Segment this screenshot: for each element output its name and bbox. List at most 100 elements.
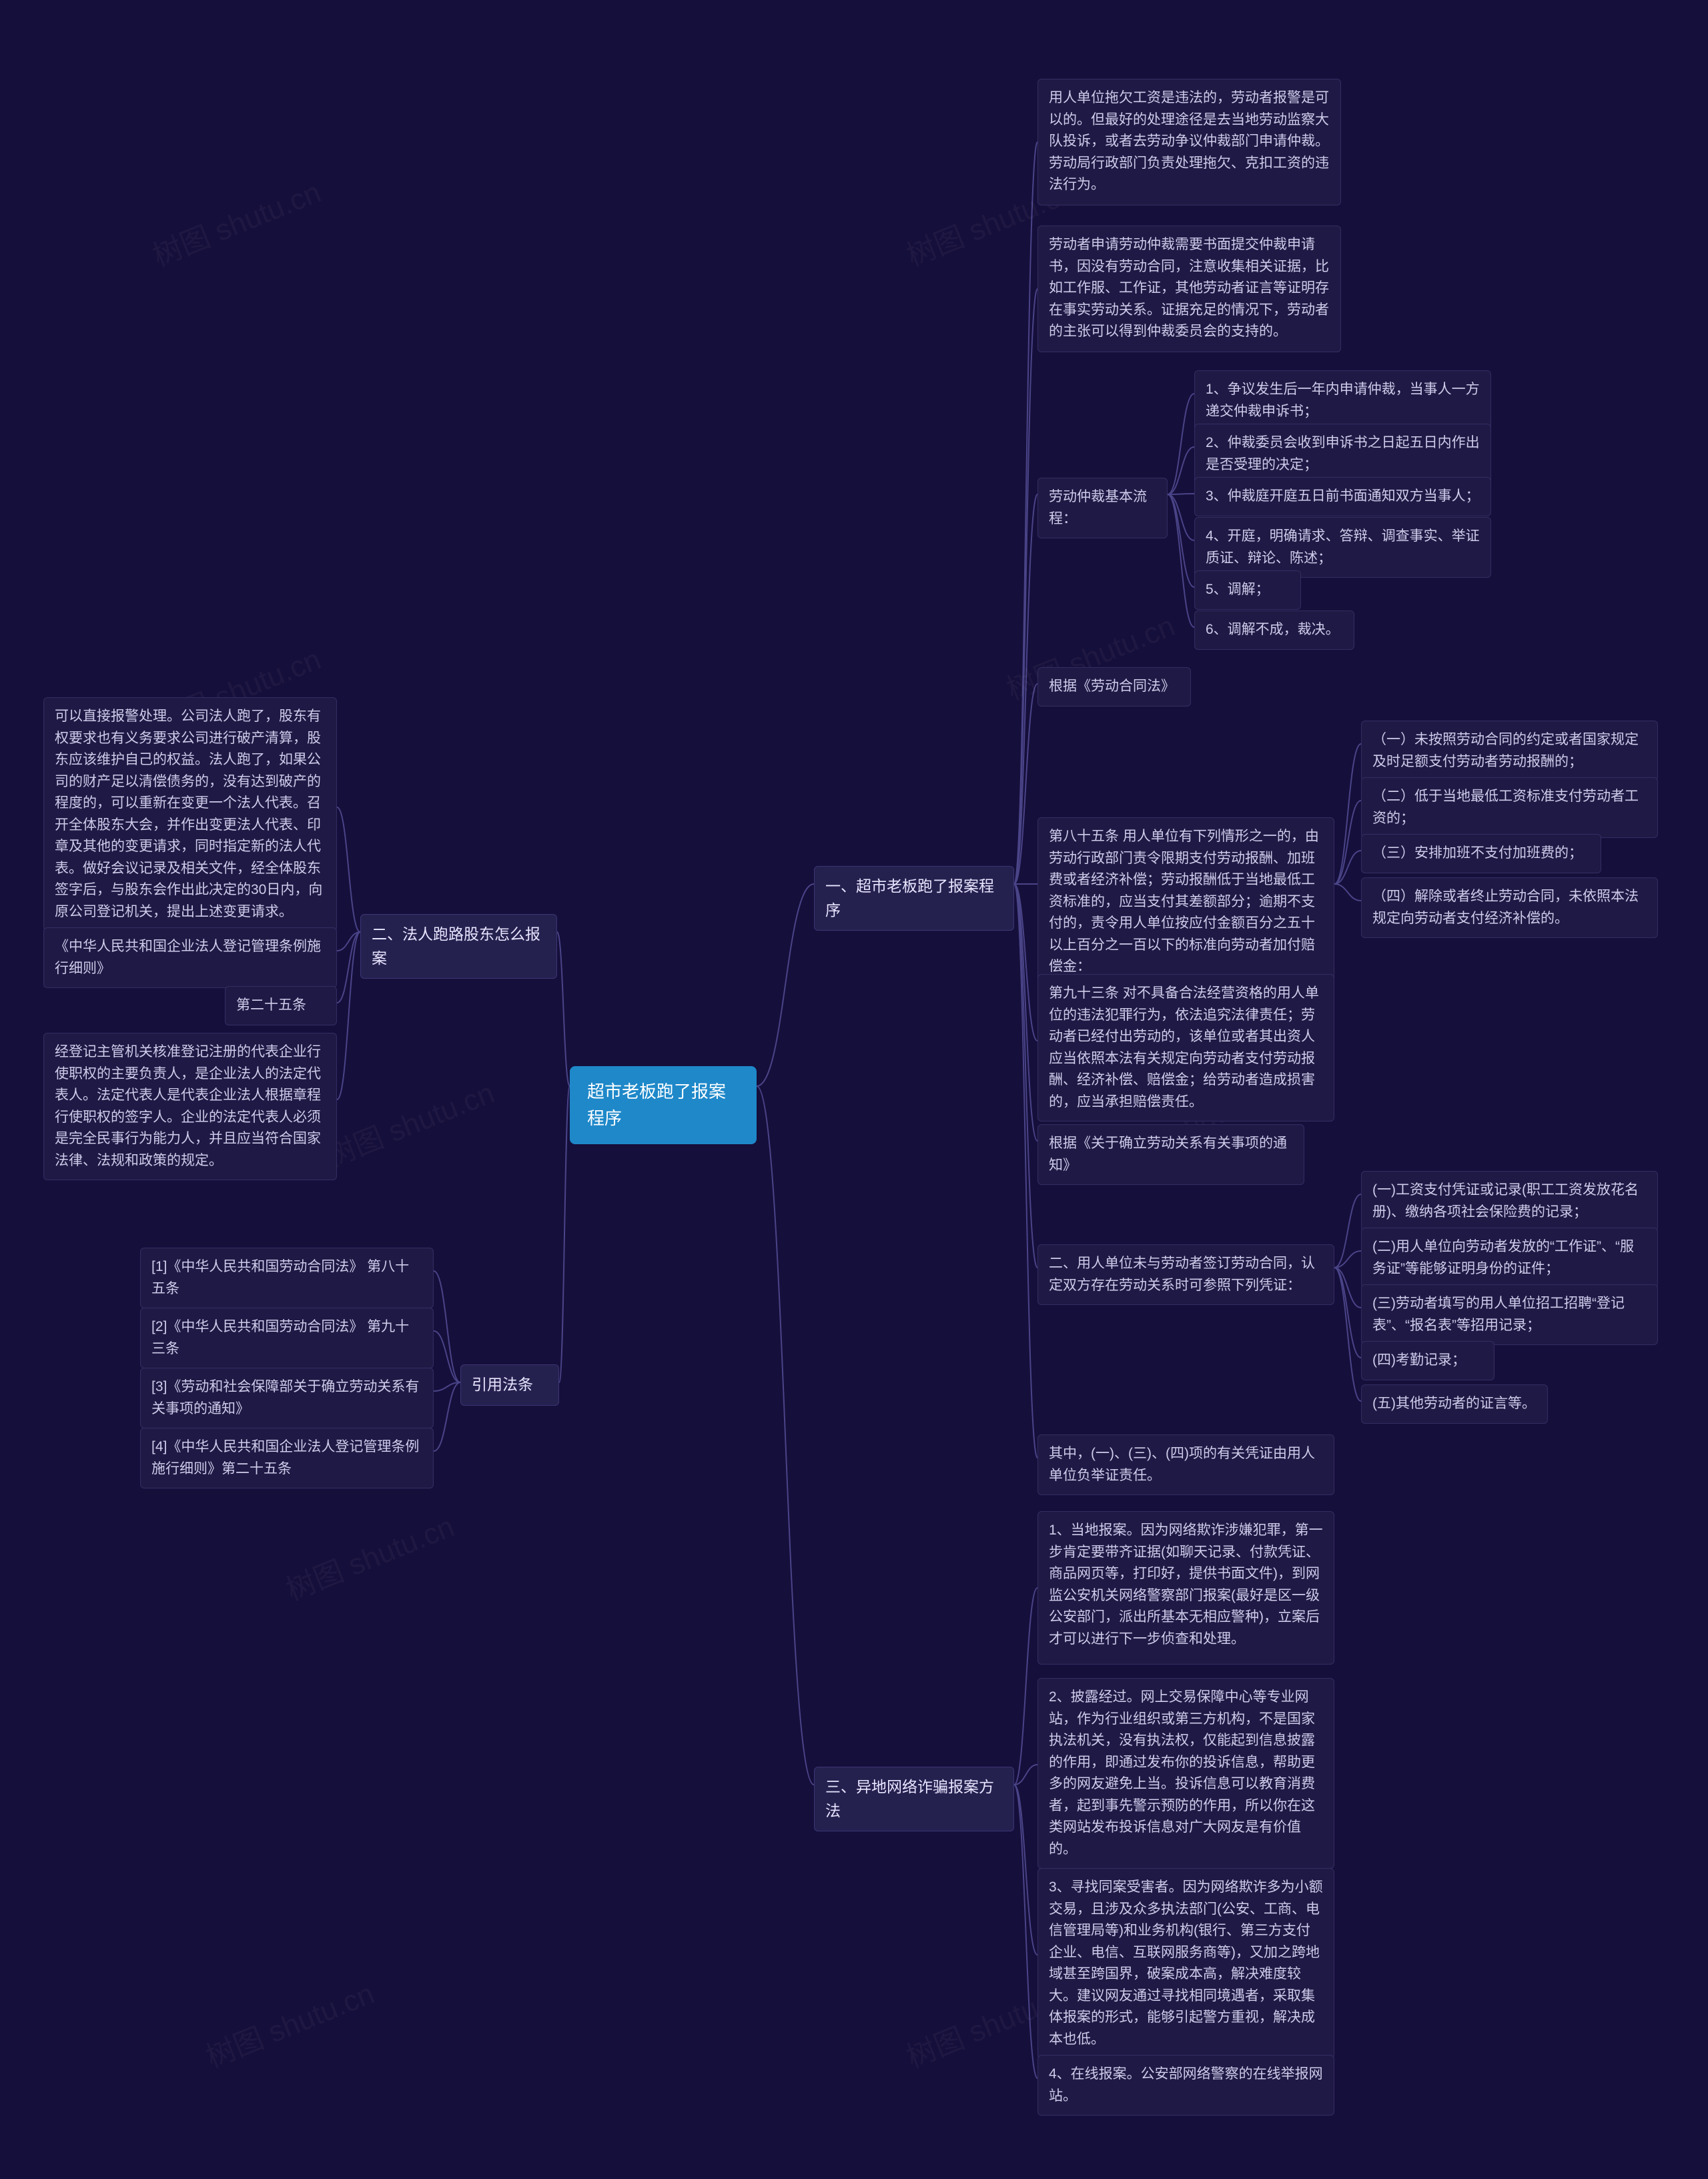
- branch-node[interactable]: 二、法人跑路股东怎么报案: [360, 914, 557, 979]
- leaf-node[interactable]: 二、用人单位未与劳动者签订劳动合同，认定双方存在劳动关系时可参照下列凭证：: [1037, 1244, 1334, 1305]
- link: [1334, 801, 1361, 884]
- leaf-node[interactable]: 第八十五条 用人单位有下列情形之一的，由劳动行政部门责令限期支付劳动报酬、加班费…: [1037, 817, 1334, 987]
- link: [757, 1086, 814, 1785]
- node-text: 劳动者申请劳动仲裁需要书面提交仲裁申请书，因没有劳动合同，注意收集相关证据，比如…: [1049, 237, 1329, 339]
- node-text: (四)考勤记录；: [1372, 1352, 1466, 1368]
- node-text: 4、在线报案。公安部网络警察的在线举报网站。: [1049, 2066, 1323, 2104]
- node-text: 可以直接报警处理。公司法人跑了，股东有权要求也有义务要求公司进行破产清算，股东应…: [55, 709, 322, 919]
- link: [434, 1271, 460, 1382]
- node-text: 经登记主管机关核准登记注册的代表企业行使职权的主要负责人，是企业法人的法定代表人…: [55, 1044, 321, 1168]
- branch-node[interactable]: 一、超市老板跑了报案程序: [814, 866, 1014, 931]
- leaf-node[interactable]: 劳动者申请劳动仲裁需要书面提交仲裁申请书，因没有劳动合同，注意收集相关证据，比如…: [1037, 226, 1341, 352]
- mindmap-canvas: 树图 shutu.cn 树图 shutu.cn 树图 shutu.cn 树图 shut…: [0, 0, 1708, 2179]
- leaf-node[interactable]: （四）解除或者终止劳动合同，未依照本法规定向劳动者支付经济补偿的。: [1361, 877, 1658, 938]
- leaf-node[interactable]: (三)劳动者填写的用人单位招工招聘“登记表”、“报名表”等招用记录；: [1361, 1284, 1658, 1345]
- leaf-node[interactable]: 可以直接报警处理。公司法人跑了，股东有权要求也有义务要求公司进行破产清算，股东应…: [43, 697, 337, 931]
- watermark: 树图 shutu.cn: [145, 168, 326, 274]
- leaf-node[interactable]: 6、调解不成，裁决。: [1194, 610, 1354, 650]
- node-text: 1、争议发生后一年内申请仲裁，当事人一方递交仲裁申诉书；: [1206, 382, 1480, 419]
- link: [1334, 1268, 1361, 1401]
- leaf-node[interactable]: 1、争议发生后一年内申请仲裁，当事人一方递交仲裁申诉书；: [1194, 370, 1491, 431]
- leaf-node[interactable]: 3、仲裁庭开庭五日前书面通知双方当事人；: [1194, 477, 1491, 516]
- link: [434, 1382, 460, 1451]
- link: [434, 1331, 460, 1382]
- leaf-node[interactable]: （三）安排加班不支付加班费的；: [1361, 834, 1601, 873]
- node-text: 第二十五条: [236, 997, 306, 1013]
- node-text: 二、法人跑路股东怎么报案: [372, 925, 540, 967]
- leaf-node[interactable]: 1、当地报案。因为网络欺诈涉嫌犯罪，第一步肯定要带齐证据(如聊天记录、付款凭证、…: [1037, 1511, 1334, 1665]
- leaf-node[interactable]: （一）未按照劳动合同的约定或者国家规定及时足额支付劳动者劳动报酬的；: [1361, 721, 1658, 781]
- node-text: （三）安排加班不支付加班费的；: [1372, 845, 1583, 861]
- link: [1014, 1765, 1037, 1785]
- branch-node[interactable]: 引用法条: [460, 1364, 559, 1406]
- link: [1014, 1785, 1037, 2078]
- node-text: 二、用人单位未与劳动者签订劳动合同，认定双方存在劳动关系时可参照下列凭证：: [1049, 1256, 1315, 1293]
- leaf-node[interactable]: 4、开庭，明确请求、答辩、调查事实、举证质证、辩论、陈述；: [1194, 517, 1491, 578]
- link: [1168, 494, 1194, 540]
- leaf-node[interactable]: (一)工资支付凭证或记录(职工工资发放花名册)、缴纳各项社会保险费的记录；: [1361, 1171, 1658, 1232]
- leaf-node[interactable]: [2]《中华人民共和国劳动合同法》 第九十三条: [140, 1308, 434, 1368]
- link: [1168, 494, 1194, 627]
- node-text: 第八十五条 用人单位有下列情形之一的，由劳动行政部门责令限期支付劳动报酬、加班费…: [1049, 829, 1319, 974]
- leaf-node[interactable]: 4、在线报案。公安部网络警察的在线举报网站。: [1037, 2055, 1334, 2116]
- link: [1334, 1268, 1361, 1308]
- link: [1334, 884, 1361, 901]
- leaf-node[interactable]: 2、披露经过。网上交易保障中心等专业网站，作为行业组织或第三方机构，不是国家执法…: [1037, 1678, 1334, 1869]
- leaf-node[interactable]: 2、仲裁委员会收到申诉书之日起五日内作出是否受理的决定；: [1194, 424, 1491, 484]
- link: [1014, 884, 1037, 1268]
- node-text: （一）未按照劳动合同的约定或者国家规定及时足额支付劳动者劳动报酬的；: [1372, 732, 1639, 769]
- leaf-node[interactable]: 3、寻找同案受害者。因为网络欺诈多为小额交易，且涉及众多执法部门(公安、工商、电…: [1037, 1868, 1334, 2059]
- node-text: 其中，(一)、(三)、(四)项的有关凭证由用人单位负举证责任。: [1049, 1446, 1315, 1483]
- leaf-node[interactable]: (二)用人单位向劳动者发放的“工作证”、“服务证”等能够证明身份的证件；: [1361, 1228, 1658, 1288]
- link: [1334, 744, 1361, 884]
- node-text: [1]《中华人民共和国劳动合同法》 第八十五条: [151, 1259, 409, 1296]
- node-text: 3、寻找同案受害者。因为网络欺诈多为小额交易，且涉及众多执法部门(公安、工商、电…: [1049, 1879, 1323, 2047]
- leaf-node[interactable]: [4]《中华人民共和国企业法人登记管理条例施行细则》第二十五条: [140, 1428, 434, 1488]
- leaf-node[interactable]: 《中华人民共和国企业法人登记管理条例施行细则》: [43, 927, 337, 988]
- node-text: 三、异地网络诈骗报案方法: [825, 1778, 994, 1819]
- node-text: 5、调解；: [1206, 582, 1270, 597]
- node-text: (一)工资支付凭证或记录(职工工资发放花名册)、缴纳各项社会保险费的记录；: [1372, 1182, 1639, 1220]
- node-text: (三)劳动者填写的用人单位招工招聘“登记表”、“报名表”等招用记录；: [1372, 1296, 1625, 1333]
- link: [434, 1382, 460, 1391]
- branch-node[interactable]: 三、异地网络诈骗报案方法: [814, 1767, 1014, 1831]
- link: [1014, 289, 1037, 884]
- leaf-node[interactable]: 经登记主管机关核准登记注册的代表企业行使职权的主要负责人，是企业法人的法定代表人…: [43, 1033, 337, 1180]
- watermark: 树图 shutu.cn: [199, 1970, 380, 2076]
- watermark: 树图 shutu.cn: [319, 1069, 500, 1175]
- leaf-node[interactable]: 用人单位拖欠工资是违法的，劳动者报警是可以的。但最好的处理途径是去当地劳动监察大…: [1037, 79, 1341, 205]
- node-text: 引用法条: [472, 1376, 533, 1393]
- leaf-node[interactable]: 其中，(一)、(三)、(四)项的有关凭证由用人单位负举证责任。: [1037, 1434, 1334, 1495]
- node-text: 超市老板跑了报案程序: [587, 1081, 726, 1128]
- leaf-node[interactable]: 劳动仲裁基本流程：: [1037, 478, 1168, 538]
- node-text: [2]《中华人民共和国劳动合同法》 第九十三条: [151, 1319, 409, 1356]
- leaf-node[interactable]: (五)其他劳动者的证言等。: [1361, 1384, 1548, 1424]
- link: [1014, 142, 1037, 884]
- leaf-node[interactable]: 第九十三条 对不具备合法经营资格的用人单位的违法犯罪行为，依法追究法律责任；劳动…: [1037, 974, 1334, 1122]
- leaf-node[interactable]: [3]《劳动和社会保障部关于确立劳动关系有关事项的通知》: [140, 1368, 434, 1428]
- link: [1014, 1588, 1037, 1785]
- link: [1014, 884, 1037, 1041]
- link: [337, 807, 360, 932]
- leaf-node[interactable]: 5、调解；: [1194, 570, 1301, 610]
- node-text: 根据《关于确立劳动关系有关事项的通知》: [1049, 1136, 1287, 1173]
- link: [1168, 494, 1194, 587]
- leaf-node[interactable]: [1]《中华人民共和国劳动合同法》 第八十五条: [140, 1248, 434, 1308]
- node-text: (二)用人单位向劳动者发放的“工作证”、“服务证”等能够证明身份的证件；: [1372, 1239, 1634, 1276]
- link: [1014, 884, 1037, 1458]
- watermark: 树图 shutu.cn: [279, 1502, 460, 1609]
- node-text: 3、仲裁庭开庭五日前书面通知双方当事人；: [1206, 488, 1480, 504]
- link: [1014, 884, 1037, 1141]
- leaf-node[interactable]: 根据《关于确立劳动关系有关事项的通知》: [1037, 1124, 1304, 1185]
- leaf-node[interactable]: 根据《劳动合同法》: [1037, 667, 1191, 707]
- link: [1334, 851, 1361, 884]
- link: [1014, 684, 1037, 884]
- link: [559, 1086, 570, 1382]
- root-node[interactable]: 超市老板跑了报案程序: [570, 1066, 757, 1144]
- node-text: （二）低于当地最低工资标准支付劳动者工资的；: [1372, 789, 1639, 826]
- leaf-node[interactable]: （二）低于当地最低工资标准支付劳动者工资的；: [1361, 777, 1658, 838]
- leaf-node[interactable]: 第二十五条: [225, 986, 337, 1025]
- leaf-node[interactable]: (四)考勤记录；: [1361, 1341, 1494, 1380]
- link: [337, 932, 360, 1003]
- link: [337, 932, 360, 1100]
